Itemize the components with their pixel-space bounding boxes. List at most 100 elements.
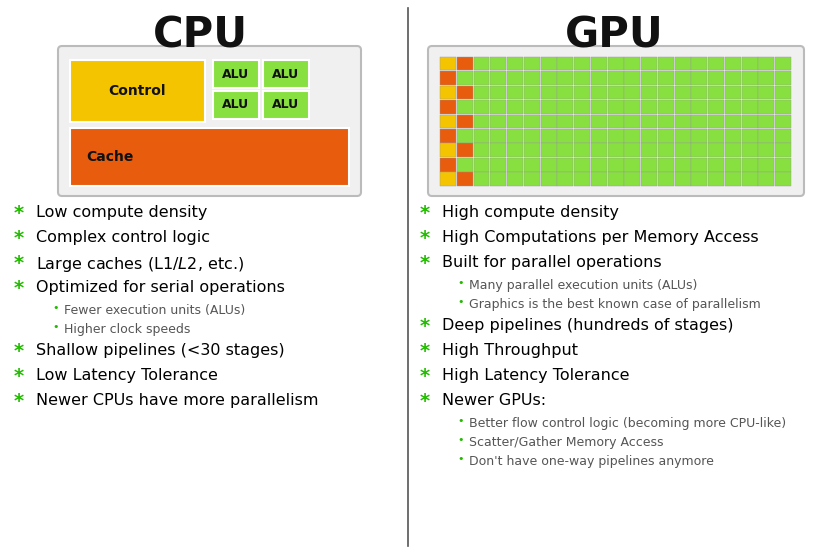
Bar: [457, 57, 473, 70]
Text: Control: Control: [108, 84, 166, 98]
Bar: [658, 172, 674, 186]
FancyBboxPatch shape: [428, 46, 804, 196]
Bar: [624, 172, 641, 186]
Text: High compute density: High compute density: [442, 205, 619, 220]
Bar: [608, 71, 623, 85]
Bar: [742, 129, 757, 143]
Bar: [457, 158, 473, 172]
Text: Shallow pipelines (<30 stages): Shallow pipelines (<30 stages): [36, 343, 284, 358]
Bar: [624, 115, 641, 128]
Bar: [440, 57, 456, 70]
Bar: [574, 71, 590, 85]
Bar: [658, 71, 674, 85]
Bar: [608, 158, 623, 172]
Bar: [725, 172, 741, 186]
Text: *: *: [14, 392, 25, 411]
Bar: [624, 71, 641, 85]
Bar: [675, 172, 690, 186]
Bar: [474, 172, 489, 186]
Bar: [758, 129, 775, 143]
Bar: [658, 100, 674, 114]
Bar: [490, 71, 507, 85]
Bar: [524, 158, 540, 172]
Bar: [541, 71, 556, 85]
Bar: [490, 143, 507, 157]
Bar: [742, 143, 757, 157]
Bar: [474, 100, 489, 114]
Bar: [507, 172, 523, 186]
Text: *: *: [14, 367, 25, 386]
Bar: [708, 115, 724, 128]
Text: Optimized for serial operations: Optimized for serial operations: [36, 280, 285, 295]
Text: •: •: [457, 454, 463, 464]
Bar: [691, 158, 708, 172]
Bar: [775, 143, 791, 157]
Bar: [591, 71, 607, 85]
Text: Fewer execution units (ALUs): Fewer execution units (ALUs): [64, 304, 245, 317]
Text: •: •: [457, 416, 463, 426]
Bar: [608, 129, 623, 143]
Bar: [591, 86, 607, 99]
Bar: [725, 129, 741, 143]
Bar: [557, 158, 574, 172]
Bar: [725, 57, 741, 70]
Bar: [758, 115, 775, 128]
Bar: [263, 91, 309, 119]
Bar: [708, 172, 724, 186]
Bar: [742, 158, 757, 172]
Bar: [742, 115, 757, 128]
Bar: [758, 143, 775, 157]
Bar: [758, 158, 775, 172]
Bar: [775, 129, 791, 143]
Bar: [574, 86, 590, 99]
Bar: [624, 158, 641, 172]
Bar: [557, 100, 574, 114]
Bar: [507, 100, 523, 114]
Bar: [624, 100, 641, 114]
Text: ALU: ALU: [222, 99, 249, 111]
Bar: [675, 57, 690, 70]
Bar: [557, 115, 574, 128]
Bar: [457, 71, 473, 85]
Bar: [658, 143, 674, 157]
Bar: [70, 60, 205, 122]
Text: *: *: [14, 342, 25, 361]
Bar: [524, 129, 540, 143]
Bar: [541, 100, 556, 114]
Bar: [758, 71, 775, 85]
Bar: [490, 158, 507, 172]
Bar: [557, 86, 574, 99]
Text: Cache: Cache: [86, 150, 133, 164]
Bar: [524, 71, 540, 85]
Bar: [675, 115, 690, 128]
Bar: [574, 172, 590, 186]
Bar: [507, 71, 523, 85]
Bar: [507, 115, 523, 128]
Bar: [775, 86, 791, 99]
Bar: [742, 71, 757, 85]
Bar: [574, 129, 590, 143]
Bar: [608, 86, 623, 99]
Bar: [490, 86, 507, 99]
Bar: [474, 86, 489, 99]
Bar: [213, 60, 259, 88]
Bar: [524, 100, 540, 114]
Text: *: *: [420, 367, 430, 386]
Bar: [557, 172, 574, 186]
Bar: [742, 100, 757, 114]
Bar: [440, 86, 456, 99]
Text: Higher clock speeds: Higher clock speeds: [64, 323, 190, 336]
Text: •: •: [457, 297, 463, 307]
Bar: [641, 158, 657, 172]
Bar: [775, 172, 791, 186]
Bar: [725, 71, 741, 85]
Text: *: *: [420, 317, 430, 336]
Text: CPU: CPU: [153, 14, 248, 56]
Bar: [691, 57, 708, 70]
Bar: [457, 129, 473, 143]
Bar: [624, 57, 641, 70]
Bar: [608, 172, 623, 186]
Text: Graphics is the best known case of parallelism: Graphics is the best known case of paral…: [469, 298, 761, 311]
Text: Low Latency Tolerance: Low Latency Tolerance: [36, 368, 218, 383]
Bar: [775, 100, 791, 114]
